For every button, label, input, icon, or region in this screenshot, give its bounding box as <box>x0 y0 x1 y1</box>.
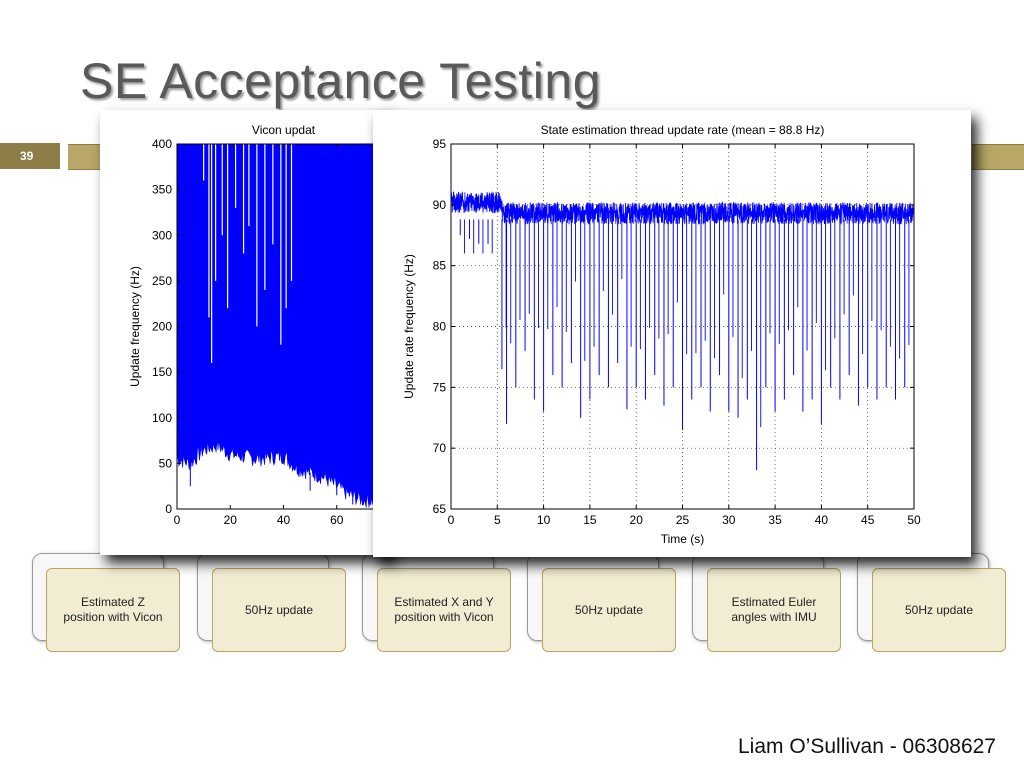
box-label: 50Hz update <box>244 602 314 617</box>
x-tick-label: 50 <box>907 513 921 527</box>
box-label: Estimated Z <box>80 595 145 609</box>
slide-number: 39 <box>0 143 60 169</box>
title-band-right <box>972 144 1024 170</box>
box-label: 50Hz update <box>574 602 644 617</box>
x-tick-label: 60 <box>330 513 344 527</box>
box-50hz-1[interactable]: 50Hz update <box>212 568 346 652</box>
chart-title: State estimation thread update rate (mea… <box>541 123 825 137</box>
box-label: Estimated Euler <box>731 595 817 609</box>
y-tick-label: 200 <box>152 320 172 334</box>
y-tick-label: 250 <box>152 274 172 288</box>
y-tick-label: 100 <box>152 411 172 425</box>
box-label: position with Vicon <box>394 610 494 624</box>
x-tick-label: 0 <box>174 513 181 527</box>
y-tick-label: 65 <box>433 502 447 516</box>
y-tick-label: 90 <box>433 198 447 212</box>
box-label: angles with IMU <box>731 610 817 624</box>
x-tick-label: 20 <box>224 513 238 527</box>
y-tick-label: 70 <box>433 441 447 455</box>
x-axis-label: Time (s) <box>661 532 705 546</box>
box-50hz-3[interactable]: 50Hz update <box>872 568 1006 652</box>
y-tick-label: 0 <box>165 502 172 516</box>
x-tick-label: 20 <box>630 513 644 527</box>
y-axis-label: Update frequency (Hz) <box>128 266 142 387</box>
box-label: Estimated X and Y <box>394 595 494 609</box>
x-tick-label: 5 <box>494 513 501 527</box>
box-euler-angles[interactable]: Estimated Euler angles with IMU <box>707 568 841 652</box>
y-tick-label: 75 <box>433 380 447 394</box>
x-tick-label: 35 <box>768 513 782 527</box>
x-tick-label: 45 <box>861 513 875 527</box>
x-tick-label: 25 <box>676 513 690 527</box>
box-label: position with Vicon <box>63 610 163 624</box>
x-tick-label: 15 <box>583 513 597 527</box>
box-label: 50Hz update <box>904 602 974 617</box>
y-tick-label: 80 <box>433 320 447 334</box>
y-tick-label: 400 <box>152 137 172 151</box>
footer-author: Liam O’Sullivan - 06308627 <box>738 735 996 758</box>
slide-title: SE Acceptance Testing <box>80 53 602 109</box>
y-tick-label: 300 <box>152 228 172 242</box>
state-estimation-chart: 0 5 10 15 20 25 30 35 40 45 50 65 70 75 80 85 90 95 State … <box>402 123 921 546</box>
y-tick-label: 50 <box>159 456 173 470</box>
x-tick-label: 40 <box>815 513 829 527</box>
y-axis-label: Update rate frequency (Hz) <box>402 254 416 399</box>
x-tick-label: 30 <box>722 513 736 527</box>
chart-title: Vicon updat <box>252 123 316 137</box>
x-tick-label: 0 <box>448 513 455 527</box>
vicon-plot-window: 020406080050100150200250300350400Vicon u… <box>100 110 390 555</box>
x-tick-label: 40 <box>277 513 291 527</box>
state-estimation-plot-window: 0 5 10 15 20 25 30 35 40 45 50 65 70 75 80 85 90 95 State … <box>373 110 971 557</box>
y-tick-label: 95 <box>433 137 447 151</box>
box-50hz-2[interactable]: 50Hz update <box>542 568 676 652</box>
y-tick-label: 85 <box>433 259 447 273</box>
vicon-chart: 020406080050100150200250300350400Vicon u… <box>128 123 390 527</box>
x-tick-label: 10 <box>537 513 551 527</box>
y-tick-label: 350 <box>152 183 172 197</box>
state-trace <box>450 191 915 225</box>
y-tick-label: 150 <box>152 365 172 379</box>
